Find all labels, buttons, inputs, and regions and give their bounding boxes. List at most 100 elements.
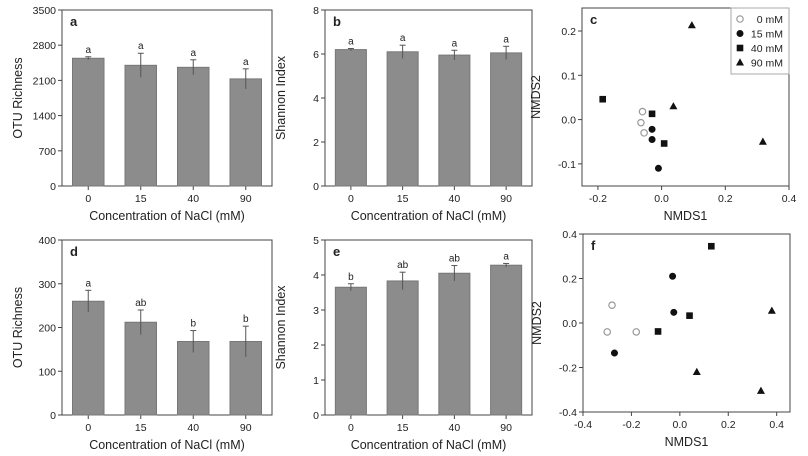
point-90-mM — [758, 137, 767, 145]
y-tick-label: 300 — [38, 279, 56, 291]
bar-0 — [72, 300, 105, 416]
y-axis-label: Shannon Index — [274, 55, 288, 140]
point-40-mM — [654, 328, 662, 335]
panel-label: c — [590, 12, 597, 27]
y-tick-label: 4 — [313, 93, 319, 105]
bar-90 — [490, 52, 523, 187]
point-15-mM — [654, 164, 662, 172]
panel-label: a — [70, 14, 78, 29]
y-tick-label: 3500 — [33, 5, 57, 17]
legend-marker — [736, 30, 744, 37]
significance-letter: a — [190, 48, 196, 59]
significance-letter: a — [503, 251, 509, 262]
y-tick-label: 0.0 — [562, 318, 577, 330]
point-15-mM — [648, 125, 656, 133]
y-tick-label: 0.2 — [561, 26, 576, 38]
y-axis-label: Shannon Index — [274, 285, 288, 370]
panel-e: e Shannon Index Concentration of NaCl (mM)… — [274, 235, 533, 452]
legend: 0 mM 15 mM 40 mM 90 mM — [730, 7, 790, 75]
y-axis-label: OTU Richness — [11, 287, 25, 368]
bar-90 — [490, 264, 523, 416]
point-40-mM — [660, 140, 668, 147]
plot-frame — [581, 7, 790, 187]
significance-letter: a — [85, 278, 91, 289]
y-tick-label: 400 — [38, 235, 56, 247]
y-axis-label: NMDS2 — [529, 75, 543, 119]
legend-marker — [736, 44, 744, 52]
x-tick-label: 0 — [348, 193, 354, 205]
significance-letter: a — [138, 41, 144, 52]
point-0-mM — [603, 328, 612, 336]
y-tick-label: 0 — [50, 181, 56, 193]
x-axis-label: NMDS1 — [664, 209, 708, 223]
x-axis-label: NMDS1 — [665, 435, 709, 449]
point-90-mM — [756, 386, 765, 394]
point-90-mM — [669, 102, 678, 110]
point-15-mM — [648, 136, 656, 144]
legend-label: 40 mM — [751, 43, 783, 55]
legend-marker — [736, 15, 744, 23]
bar-0 — [334, 49, 367, 187]
y-tick-label: 0.0 — [561, 115, 576, 127]
point-0-mM — [640, 129, 648, 137]
bar-40 — [438, 54, 471, 187]
significance-letter: a — [348, 37, 354, 48]
panel-label: f — [591, 238, 596, 253]
y-tick-label: -0.2 — [559, 363, 577, 375]
x-tick-label: 0.4 — [782, 193, 797, 205]
point-0-mM — [608, 301, 616, 310]
y-tick-label: 1400 — [33, 111, 57, 123]
x-tick-label: 0.2 — [721, 419, 736, 431]
y-tick-label: 2 — [313, 340, 319, 352]
plot-frame — [582, 233, 791, 413]
x-tick-label: 40 — [449, 422, 461, 434]
y-tick-label: 0 — [313, 410, 319, 422]
panel-b: b Shannon Index Concentration of NaCl (mM)… — [274, 5, 533, 223]
y-axis-label: NMDS2 — [530, 301, 544, 345]
bar-40 — [177, 66, 210, 187]
y-tick-label: 0 — [50, 410, 56, 422]
x-axis-label: Concentration of NaCl (mM) — [89, 438, 245, 452]
x-tick-label: 0 — [85, 193, 91, 205]
x-axis-label: Concentration of NaCl (mM) — [351, 209, 507, 223]
x-tick-label: -0.2 — [622, 419, 640, 431]
y-tick-label: 0.1 — [561, 70, 576, 82]
bar-40 — [438, 272, 471, 416]
panel-label: e — [333, 244, 340, 259]
x-tick-label: 0 — [85, 422, 91, 434]
plot-frame — [61, 9, 273, 187]
point-40-mM — [686, 312, 693, 319]
bar-0 — [334, 286, 367, 416]
panel-a: a OTU Richness Concentration of NaCl (mM) 0… — [11, 5, 273, 223]
point-0-mM — [637, 118, 645, 127]
legend-marker — [736, 58, 744, 66]
x-tick-label: 15 — [397, 422, 409, 434]
y-tick-label: 8 — [313, 5, 319, 17]
y-tick-label: 3 — [313, 305, 319, 317]
x-tick-label: 0.4 — [769, 419, 784, 431]
x-tick-label: 0 — [348, 422, 354, 434]
x-tick-label: 15 — [397, 193, 409, 205]
significance-letter: ab — [397, 260, 409, 271]
bar-15 — [386, 280, 419, 416]
x-axis-label: Concentration of NaCl (mM) — [351, 438, 507, 452]
y-tick-label: 0 — [313, 181, 319, 193]
y-tick-label: 6 — [313, 49, 319, 61]
bar-15 — [124, 64, 157, 187]
point-15-mM — [610, 349, 618, 357]
bar-90 — [229, 78, 262, 187]
point-90-mM — [692, 367, 701, 375]
legend-label: 0 mM — [757, 14, 783, 26]
bar-15 — [386, 51, 419, 187]
significance-letter: ab — [135, 298, 147, 309]
x-tick-label: -0.4 — [574, 419, 592, 431]
panel-label: d — [70, 244, 78, 259]
y-tick-label: 700 — [38, 146, 56, 158]
x-tick-label: 0.0 — [654, 193, 669, 205]
significance-letter: a — [400, 33, 406, 44]
point-40-mM — [648, 110, 656, 118]
y-tick-label: -0.1 — [558, 159, 576, 171]
significance-letter: b — [243, 314, 249, 325]
x-axis-label: Concentration of NaCl (mM) — [89, 209, 245, 223]
legend-label: 15 mM — [751, 29, 783, 41]
